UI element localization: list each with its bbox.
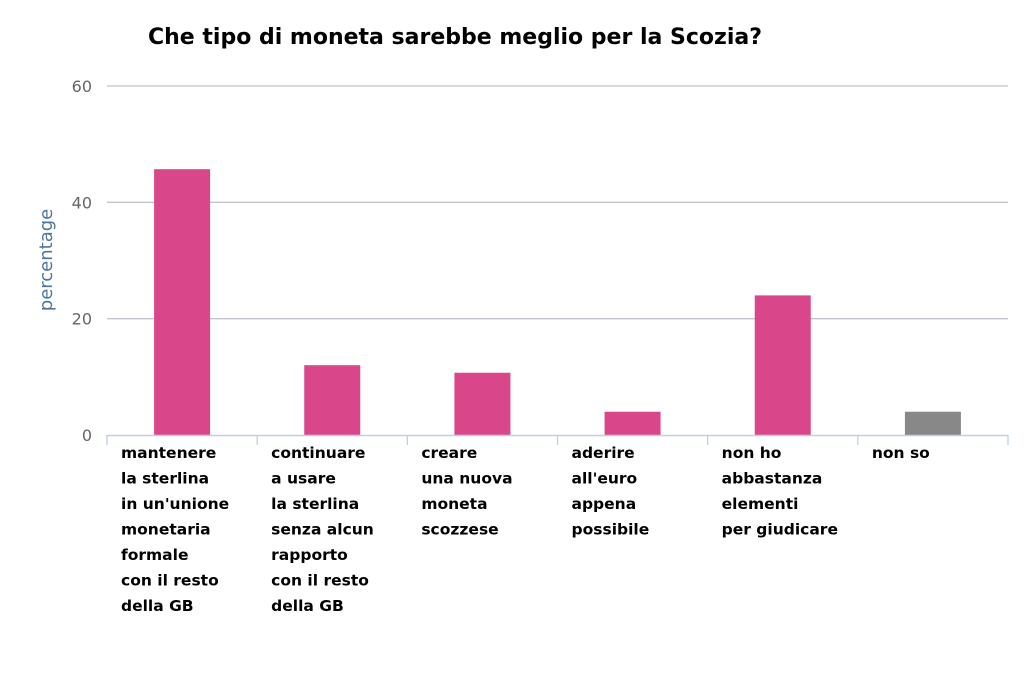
bar — [154, 169, 211, 435]
x-category-line: elementi — [722, 495, 799, 513]
x-category-line: senza alcun — [271, 521, 374, 539]
x-category-line: aderire — [572, 444, 635, 462]
x-category-label: mantenere la sterlina in un'unione monetari… — [121, 444, 229, 615]
y-tick-label: 0 — [82, 426, 92, 445]
y-tick-label: 20 — [72, 310, 92, 329]
x-category-line: possibile — [572, 521, 650, 539]
x-axis-categories: mantenere la sterlina in un'unione monetari… — [121, 444, 930, 615]
x-category-label: non so — [872, 444, 930, 462]
bar — [454, 372, 511, 435]
x-category-line: in un'unione — [121, 495, 229, 513]
x-category-line: creare — [421, 444, 477, 462]
x-category-line: continuare — [271, 444, 365, 462]
x-category-line: a usare — [271, 470, 336, 488]
x-category-line: con il resto — [121, 572, 219, 590]
x-category-line: della GB — [271, 597, 344, 615]
x-category-label: non ho abbastanza elementi per giudicare — [722, 444, 838, 539]
x-category-line: non so — [872, 444, 930, 462]
y-axis-ticks: 0 20 40 60 — [72, 77, 92, 445]
x-category-label: aderire all'euro appena possibile — [572, 444, 650, 539]
bar — [304, 365, 361, 435]
x-category-line: appena — [572, 495, 637, 513]
x-category-line: formale — [121, 546, 188, 564]
bar — [604, 411, 661, 435]
x-category-line: della GB — [121, 597, 194, 615]
x-category-line: all'euro — [572, 470, 638, 488]
y-tick-label: 60 — [72, 77, 92, 96]
chart-title: Che tipo di moneta sarebbe meglio per la… — [148, 25, 762, 50]
bar — [754, 295, 811, 435]
x-category-line: moneta — [421, 495, 487, 513]
x-category-line: non ho — [722, 444, 782, 462]
x-category-line: abbastanza — [722, 470, 823, 488]
x-category-label: continuare a usare la sterlina senza alcun r… — [271, 444, 374, 615]
y-tick-label: 40 — [72, 193, 92, 212]
bars — [154, 169, 961, 435]
x-category-label: creare una nuova moneta scozzese — [421, 444, 512, 539]
x-category-line: rapporto — [271, 546, 348, 564]
x-category-line: per giudicare — [722, 521, 838, 539]
x-category-line: scozzese — [421, 521, 498, 539]
x-category-line: con il resto — [271, 572, 369, 590]
x-category-line: mantenere — [121, 444, 216, 462]
y-axis-label: percentage — [36, 209, 57, 311]
x-category-line: una nuova — [421, 470, 512, 488]
x-category-line: monetaria — [121, 521, 211, 539]
x-axis — [106, 434, 1009, 445]
bar — [904, 411, 961, 435]
x-category-line: la sterlina — [121, 470, 209, 488]
x-category-line: la sterlina — [271, 495, 359, 513]
gridlines — [107, 85, 1008, 320]
